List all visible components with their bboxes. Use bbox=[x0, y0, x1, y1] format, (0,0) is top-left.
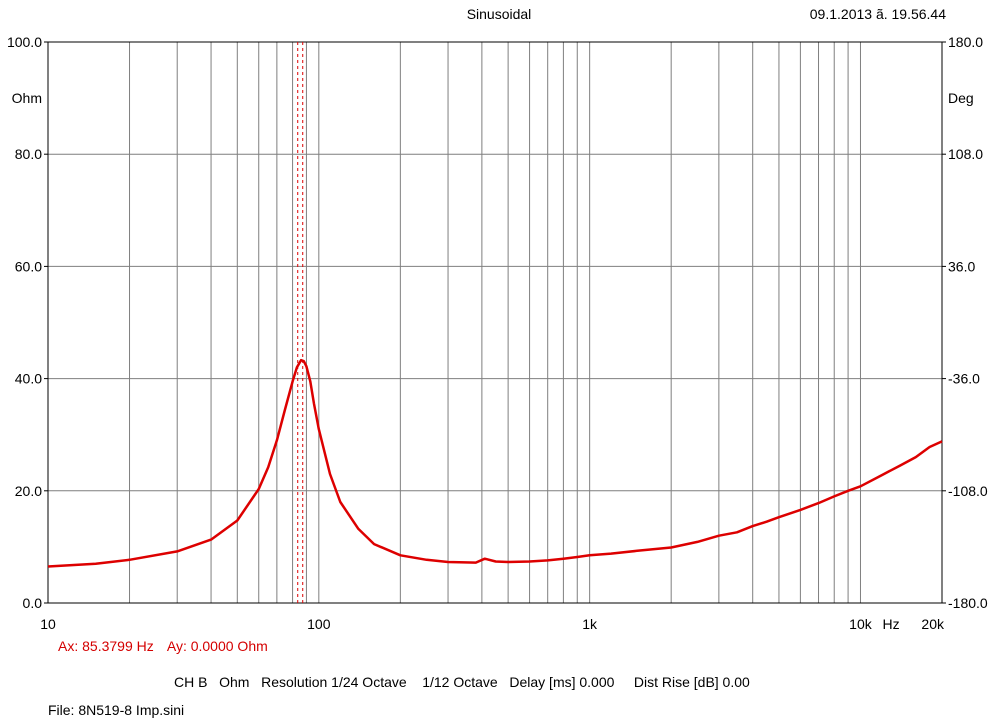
x-tick-label: 100 bbox=[307, 616, 331, 632]
file-name: File: 8N519-8 Imp.sini bbox=[48, 702, 185, 718]
cursor-readout: Ax: 85.3799 Hz Ay: 0.0000 Ohm bbox=[58, 638, 278, 654]
y2-tick-label: -36.0 bbox=[948, 371, 980, 387]
y2-tick-label: -180.0 bbox=[948, 595, 988, 611]
y-tick-label: 100.0 bbox=[7, 34, 42, 50]
chart-timestamp: 09.1.2013 ã. 19.56.44 bbox=[809, 6, 946, 22]
plot-frame bbox=[47, 41, 943, 604]
x-tick-label: 20k bbox=[921, 616, 945, 632]
y2-unit-label: Deg bbox=[948, 90, 974, 106]
y-unit-label: Ohm bbox=[12, 90, 42, 106]
y2-tick-label: 36.0 bbox=[948, 258, 975, 274]
x-unit-label: Hz bbox=[882, 616, 899, 632]
impedance-curve bbox=[47, 358, 943, 568]
impedance-chart: 0.0 20.0 40.0 60.0 80.0 100.0 Ohm -180.0 -108.0 -… bbox=[7, 34, 988, 632]
y2-tick-label: 108.0 bbox=[948, 146, 983, 162]
measurement-settings: CH B Ohm Resolution 1/24 Octave 1/12 Oct… bbox=[174, 674, 750, 690]
y-tick-label: 20.0 bbox=[15, 483, 42, 499]
x-tick-label: 1k bbox=[582, 616, 598, 632]
chart-title: Sinusoidal bbox=[466, 6, 532, 22]
cursor-x-readout: Ax: 85.3799 Hz bbox=[58, 638, 154, 654]
y-tick-label: 60.0 bbox=[15, 258, 42, 274]
y2-tick-label: -108.0 bbox=[948, 483, 988, 499]
y2-tick-label: 180.0 bbox=[948, 34, 983, 50]
y-tick-label: 40.0 bbox=[15, 371, 42, 387]
y-tick-label: 0.0 bbox=[23, 595, 43, 611]
cursor-y-readout: Ay: 0.0000 Ohm bbox=[166, 638, 268, 654]
y-tick-label: 80.0 bbox=[15, 146, 42, 162]
x-tick-label: 10k bbox=[849, 616, 873, 632]
x-tick-label: 10 bbox=[40, 616, 56, 632]
